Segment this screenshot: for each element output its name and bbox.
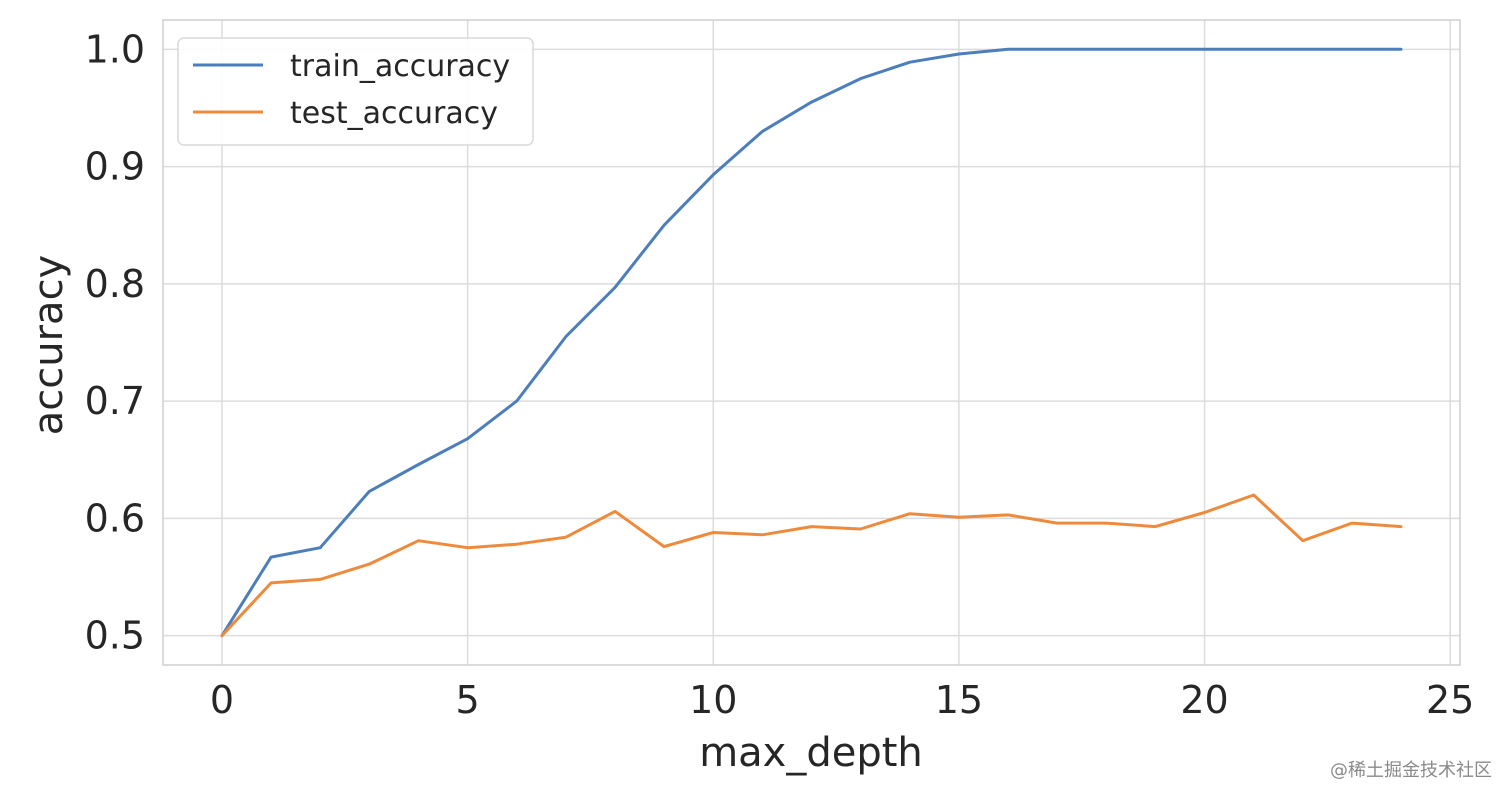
y-tick-label: 0.7 xyxy=(85,379,145,423)
x-axis-label: max_depth xyxy=(699,730,923,776)
legend: train_accuracy test_accuracy xyxy=(177,37,534,146)
x-tick-label: 20 xyxy=(1180,678,1228,722)
plot-frame xyxy=(162,19,1461,666)
series-lines xyxy=(220,47,1403,638)
y-tick-label: 0.9 xyxy=(85,145,145,189)
y-tick-label: 0.6 xyxy=(85,496,145,540)
y-tick-label: 0.8 xyxy=(85,262,145,306)
series-line-test-accuracy xyxy=(220,493,1403,638)
legend-label-train: train_accuracy xyxy=(290,49,510,84)
x-tick-label: 25 xyxy=(1426,678,1474,722)
y-tick-label: 0.5 xyxy=(85,614,145,658)
series-line-train-accuracy xyxy=(220,47,1403,638)
x-tick-label: 15 xyxy=(935,678,983,722)
x-tick-label: 5 xyxy=(456,678,480,722)
watermark-text: @稀土掘金技术社区 xyxy=(1330,760,1492,781)
y-tick-label: 1.0 xyxy=(85,27,145,71)
y-tick-labels: 0.5 0.6 0.7 0.8 0.9 1.0 xyxy=(85,27,145,657)
legend-label-test: test_accuracy xyxy=(290,96,498,131)
y-axis-label: accuracy xyxy=(26,255,72,435)
legend-box xyxy=(177,37,534,146)
x-tick-label: 0 xyxy=(210,678,234,722)
x-tick-label: 10 xyxy=(689,678,737,722)
x-tick-labels: 0 5 10 15 20 25 xyxy=(210,678,1474,722)
